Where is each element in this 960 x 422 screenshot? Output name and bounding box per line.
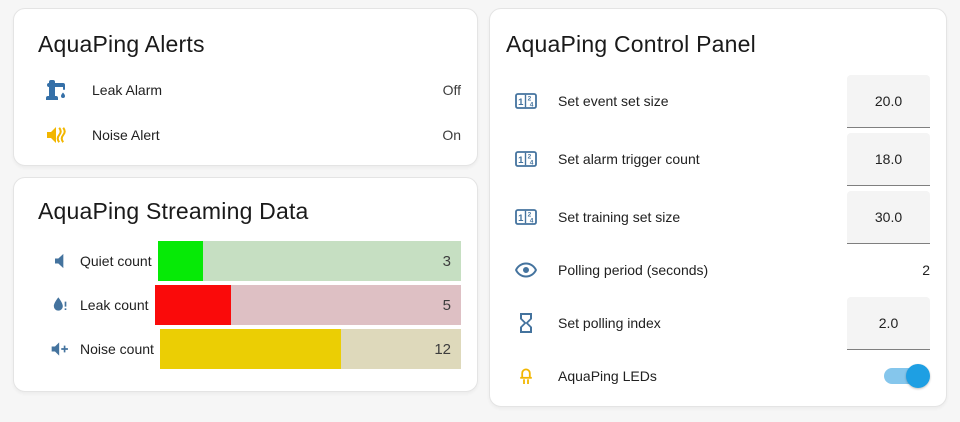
svg-text:2: 2 — [528, 154, 532, 161]
volume-mute-icon — [49, 251, 71, 271]
led-icon — [514, 364, 538, 388]
eye-icon — [514, 258, 538, 282]
bar-fill — [154, 285, 232, 325]
quiet-count-gauge: 3 — [157, 241, 461, 281]
svg-text:2: 2 — [528, 212, 532, 219]
counter-icon: 1 2 4 — [514, 89, 538, 113]
alerts-card-title: AquaPing Alerts — [38, 31, 205, 57]
streaming-card-title: AquaPing Streaming Data — [38, 198, 309, 224]
leak-count-row[interactable]: Leak count 5 — [30, 285, 461, 325]
svg-text:1: 1 — [518, 155, 524, 166]
event-set-size-row[interactable]: 1 2 4 Set event set size — [506, 72, 930, 130]
quiet-count-row[interactable]: Quiet count 3 — [30, 241, 461, 281]
alarm-trigger-count-label: Set alarm trigger count — [558, 151, 700, 167]
quiet-count-value: 3 — [442, 252, 451, 270]
counter-icon: 1 2 4 — [514, 205, 538, 229]
counter-icon: 1 2 4 — [514, 147, 538, 171]
leds-row[interactable]: AquaPing LEDs — [506, 352, 930, 400]
polling-period-value: 2 — [922, 262, 930, 278]
leak-alarm-state: Off — [442, 81, 461, 98]
svg-text:1: 1 — [518, 97, 524, 108]
alarm-trigger-count-input[interactable] — [847, 132, 930, 186]
leak-alarm-row[interactable]: Leak Alarm Off — [30, 67, 461, 112]
alerts-card: AquaPing Alerts Leak Alarm Off Noise Ale… — [13, 8, 478, 166]
toggle-thumb — [906, 364, 930, 388]
timer-sand-icon — [514, 311, 538, 335]
streaming-data-card: AquaPing Streaming Data Quiet count 3 Le… — [13, 177, 478, 392]
polling-period-row[interactable]: Polling period (seconds) 2 — [506, 246, 930, 294]
svg-text:4: 4 — [530, 218, 534, 225]
noise-alert-label: Noise Alert — [92, 126, 160, 143]
leak-count-label: Leak count — [80, 297, 149, 313]
leak-count-value: 5 — [442, 296, 451, 314]
svg-text:4: 4 — [530, 102, 534, 109]
noise-alert-state: On — [442, 126, 461, 143]
svg-text:1: 1 — [518, 213, 524, 224]
leds-label: AquaPing LEDs — [558, 368, 657, 384]
bar-fill — [159, 329, 341, 369]
training-set-size-input[interactable] — [847, 190, 930, 244]
training-set-size-label: Set training set size — [558, 209, 681, 225]
polling-period-label: Polling period (seconds) — [558, 262, 709, 278]
polling-index-input[interactable] — [847, 296, 930, 350]
alarm-trigger-count-row[interactable]: 1 2 4 Set alarm trigger count — [506, 130, 930, 188]
event-set-size-label: Set event set size — [558, 93, 669, 109]
water-alert-icon — [49, 295, 71, 315]
svg-text:4: 4 — [530, 160, 534, 167]
polling-index-label: Set polling index — [558, 315, 661, 331]
water-pump-icon — [36, 78, 76, 102]
svg-text:2: 2 — [528, 96, 532, 103]
noise-count-row[interactable]: Noise count 12 — [30, 329, 461, 369]
control-card-title: AquaPing Control Panel — [506, 31, 756, 57]
quiet-count-label: Quiet count — [80, 253, 152, 269]
noise-count-gauge: 12 — [159, 329, 461, 369]
noise-count-value: 12 — [434, 340, 451, 358]
bar-fill — [157, 241, 204, 281]
control-panel-card: AquaPing Control Panel 1 2 4 Set event s… — [489, 8, 947, 407]
volume-vibrate-icon — [36, 123, 76, 147]
event-set-size-input[interactable] — [847, 74, 930, 128]
leak-alarm-label: Leak Alarm — [92, 81, 163, 98]
polling-index-row[interactable]: Set polling index — [506, 294, 930, 352]
noise-alert-row[interactable]: Noise Alert On — [30, 112, 461, 157]
volume-plus-icon — [49, 339, 71, 359]
leak-count-gauge: 5 — [154, 285, 461, 325]
noise-count-label: Noise count — [80, 341, 154, 357]
training-set-size-row[interactable]: 1 2 4 Set training set size — [506, 188, 930, 246]
leds-toggle[interactable] — [884, 363, 930, 389]
